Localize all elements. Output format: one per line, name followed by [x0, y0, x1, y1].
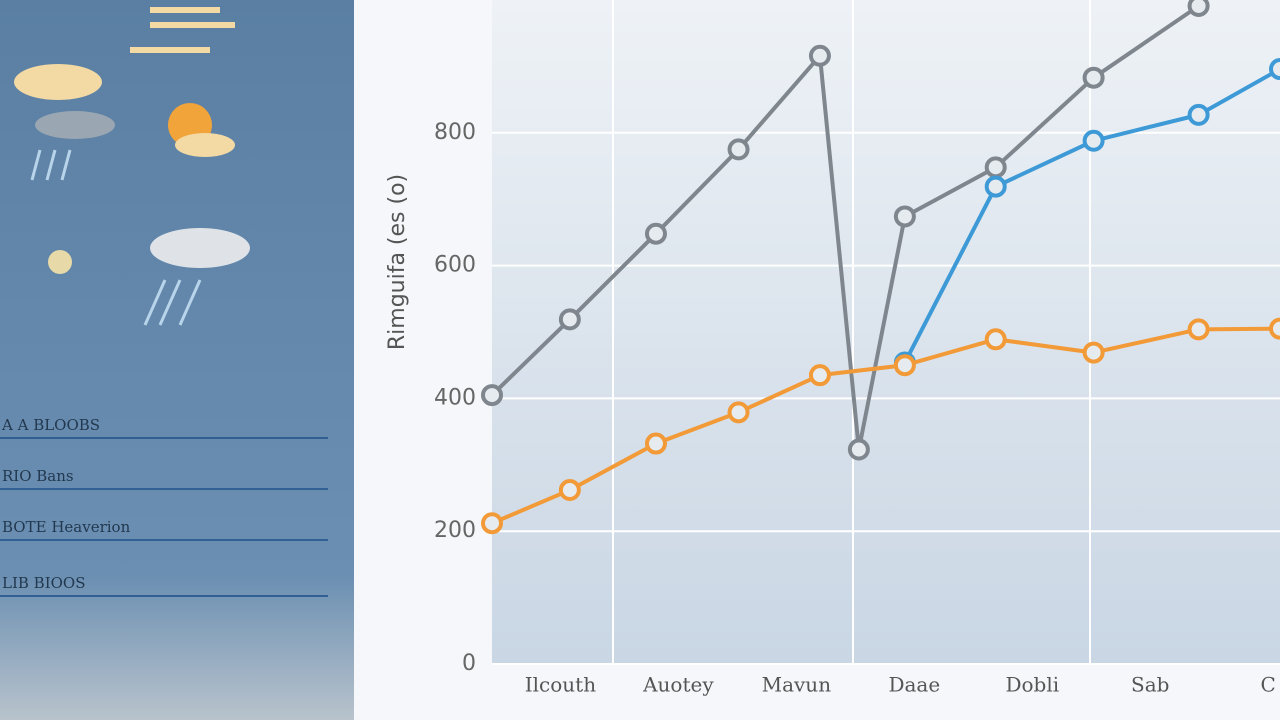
data-point [1269, 317, 1280, 340]
y-tick-label: 200 [434, 518, 476, 543]
y-tick-label: 0 [462, 651, 476, 676]
data-point [893, 354, 916, 377]
sidebar-item: A A BLOOBS [1, 416, 100, 434]
data-point [1082, 66, 1105, 89]
weather-icons [14, 7, 250, 326]
plot-area [492, 0, 1280, 664]
series-line [491, 326, 1280, 526]
data-point [1187, 318, 1210, 341]
series-line [490, 4, 1200, 452]
data-point [1082, 341, 1105, 364]
data-point [1187, 0, 1210, 17]
data-point [481, 384, 503, 407]
sidebar-item: RIO Bans [2, 467, 74, 485]
data-point [727, 138, 750, 161]
data-point [1269, 58, 1280, 81]
y-tick-label: 800 [434, 120, 476, 145]
y-axis-label: Rimguifa (es (o) [385, 174, 410, 350]
y-tick-label: 400 [434, 385, 476, 410]
x-tick-label: Dobli [1005, 673, 1059, 697]
vertical-grid [612, 0, 1091, 664]
data-point [808, 44, 831, 67]
data-point [481, 512, 503, 535]
data-point [984, 175, 1007, 198]
data-point [984, 328, 1007, 351]
data-point [558, 308, 581, 331]
x-tick-label: Sab [1131, 673, 1169, 697]
data-point [644, 432, 667, 455]
data-point [644, 222, 667, 245]
sidebar-item: LIB BIOOS [2, 574, 86, 592]
data-point [984, 156, 1007, 179]
data-point [558, 479, 581, 502]
y-tick-label: 600 [434, 253, 476, 278]
data-point [1082, 129, 1105, 152]
x-tick-label: Daae [888, 673, 940, 697]
data-point [727, 401, 750, 424]
sidebar-item: BOTE Heaverion [2, 518, 131, 536]
data-point [808, 364, 831, 387]
data-point [847, 438, 870, 461]
x-tick-label: Auotey [642, 673, 714, 697]
x-tick-label: Mavun [762, 673, 832, 697]
data-point [1187, 103, 1210, 126]
x-tick-label: C [1261, 673, 1276, 697]
x-tick-label: Ilcouth [525, 673, 596, 697]
data-point [893, 205, 916, 228]
